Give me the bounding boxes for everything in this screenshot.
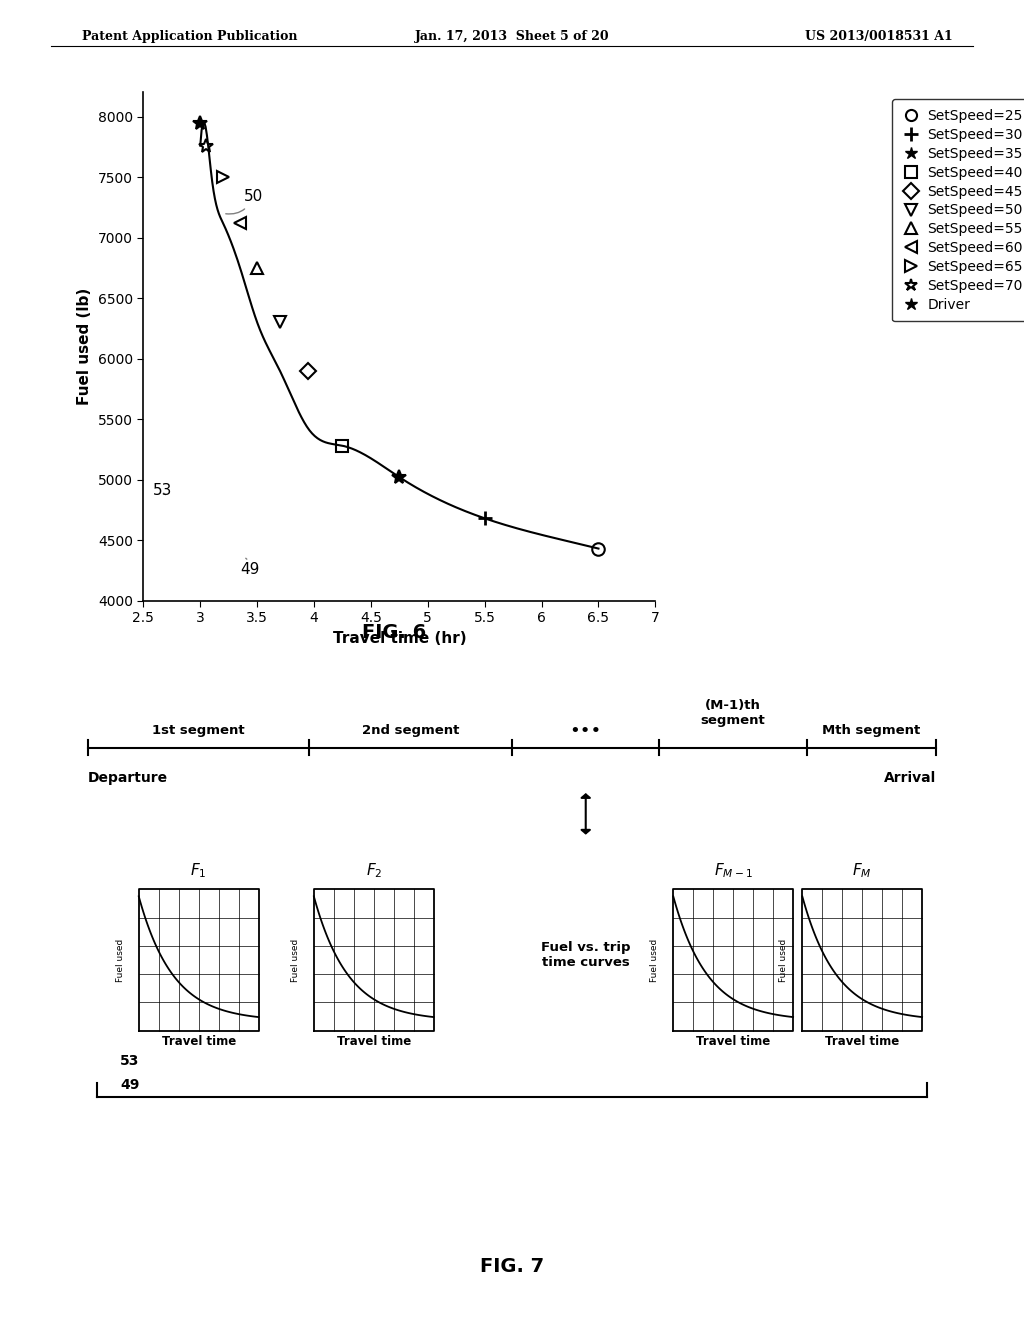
- Text: 2nd segment: 2nd segment: [361, 723, 460, 737]
- Text: Travel time: Travel time: [337, 1035, 411, 1048]
- Text: Travel time: Travel time: [162, 1035, 236, 1048]
- X-axis label: Travel time (hr): Travel time (hr): [333, 631, 466, 645]
- Text: $F_{2}$: $F_{2}$: [366, 861, 382, 880]
- Text: Arrival: Arrival: [884, 771, 936, 785]
- Text: US 2013/0018531 A1: US 2013/0018531 A1: [805, 30, 952, 44]
- Text: Travel time: Travel time: [825, 1035, 899, 1048]
- Text: Fuel used: Fuel used: [291, 939, 300, 982]
- Text: Fuel used: Fuel used: [650, 939, 659, 982]
- Text: FIG. 6: FIG. 6: [362, 623, 426, 642]
- Text: Fuel used: Fuel used: [779, 939, 788, 982]
- Text: (M-1)th
segment: (M-1)th segment: [700, 700, 766, 727]
- Text: 49: 49: [240, 558, 259, 577]
- Text: Departure: Departure: [88, 771, 168, 785]
- Text: Jan. 17, 2013  Sheet 5 of 20: Jan. 17, 2013 Sheet 5 of 20: [415, 30, 609, 44]
- Text: 50: 50: [225, 189, 263, 214]
- Text: •••: •••: [569, 722, 602, 741]
- Text: Travel time: Travel time: [696, 1035, 770, 1048]
- Text: $F_{M}$: $F_{M}$: [852, 861, 872, 880]
- Y-axis label: Fuel used (lb): Fuel used (lb): [77, 288, 92, 405]
- Text: 53: 53: [153, 483, 172, 499]
- Text: 49: 49: [121, 1078, 139, 1092]
- Text: Mth segment: Mth segment: [822, 723, 921, 737]
- Legend: SetSpeed=25, SetSpeed=30, SetSpeed=35, SetSpeed=40, SetSpeed=45, SetSpeed=50, Se: SetSpeed=25, SetSpeed=30, SetSpeed=35, S…: [893, 99, 1024, 321]
- Text: Fuel used: Fuel used: [116, 939, 125, 982]
- Text: $F_{M-1}$: $F_{M-1}$: [714, 861, 753, 880]
- FancyArrowPatch shape: [582, 795, 590, 833]
- Text: $F_{1}$: $F_{1}$: [190, 861, 207, 880]
- Text: 1st segment: 1st segment: [153, 723, 245, 737]
- Text: Fuel vs. trip
time curves: Fuel vs. trip time curves: [541, 941, 631, 969]
- Text: Patent Application Publication: Patent Application Publication: [82, 30, 297, 44]
- Text: FIG. 7: FIG. 7: [480, 1257, 544, 1275]
- Text: 53: 53: [121, 1055, 139, 1068]
